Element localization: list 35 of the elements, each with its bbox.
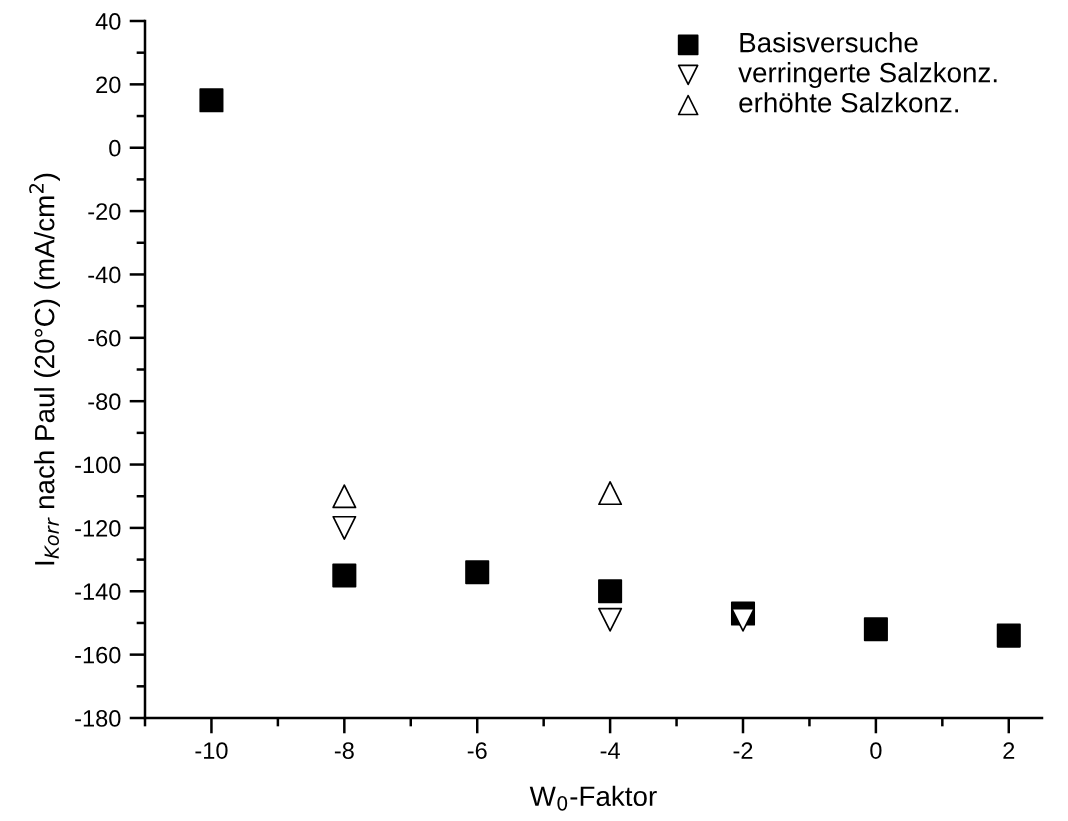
x-tick-label: 2: [1003, 742, 1015, 759]
point: [598, 607, 623, 632]
y-tick-label: -40: [88, 266, 121, 284]
y-tick-label: -120: [75, 519, 121, 537]
y-tick-label: -180: [75, 710, 121, 727]
point: [598, 579, 623, 604]
point: [598, 481, 623, 506]
point: [730, 607, 756, 632]
x-tick-label: -10: [195, 742, 228, 759]
y-tick-label: -100: [75, 456, 121, 474]
point: [332, 563, 357, 588]
point: [332, 515, 357, 540]
y-tick-label: 40: [95, 13, 121, 30]
point: [199, 88, 224, 113]
x-tick-label: -6: [467, 742, 487, 759]
point: [996, 623, 1021, 648]
y-tick-label: -140: [75, 583, 121, 601]
y-tick-label: -160: [75, 646, 121, 664]
y-tick-label: -60: [88, 329, 121, 347]
y-tick-label: -20: [88, 203, 121, 220]
legend-label: Basisversuche: [740, 32, 918, 53]
x-tick-label: -4: [600, 742, 620, 759]
point: [863, 617, 888, 642]
x-axis-title: W$_{0}$-Faktor: [529, 785, 657, 811]
legend-label: erhöhte Salzkonz.: [739, 92, 958, 113]
y-axis-title: I$_{Korr}$ nach Paul (20°C) (mA/cm$^{2}$): [29, 173, 60, 565]
y-tick-label: 20: [96, 76, 121, 94]
point: [465, 560, 490, 585]
legend-label: verringerte Salzkonz.: [738, 62, 997, 89]
x-tick-label: -2: [733, 742, 753, 759]
y-tick-label: 0: [109, 139, 121, 157]
y-tick-label: -80: [88, 393, 121, 410]
x-tick-label: -8: [334, 742, 354, 759]
point: [332, 484, 357, 509]
x-tick-label: 0: [870, 742, 882, 759]
